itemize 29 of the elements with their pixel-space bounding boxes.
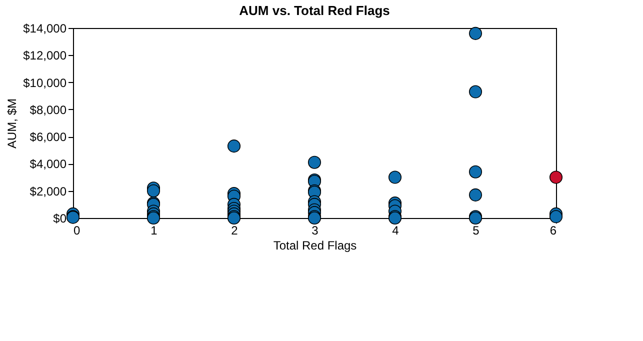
y-tick-label: $14,000 — [23, 22, 67, 36]
x-tick-label: 4 — [392, 224, 400, 238]
y-tick-label: $8,000 — [30, 102, 67, 117]
y-axis-title: AUM, $M — [5, 98, 20, 149]
point — [146, 184, 160, 198]
point — [468, 188, 482, 202]
point — [468, 85, 482, 98]
y-tick-label: $0 — [53, 212, 67, 226]
x-tick-label: 0 — [74, 224, 80, 238]
point — [66, 210, 80, 224]
x-axis-title: Total Red Flags — [273, 238, 357, 252]
y-tick-label: $10,000 — [23, 76, 67, 90]
point — [468, 165, 482, 178]
x-tick-label: 2 — [231, 224, 238, 238]
x-tick-label: 5 — [472, 224, 480, 238]
point — [388, 170, 402, 184]
chart-title: AUM vs. Total Red Flags — [239, 3, 390, 18]
y-tick-label: $2,000 — [30, 184, 67, 198]
point — [308, 156, 322, 169]
point — [468, 26, 482, 40]
y-tick-label: $6,000 — [30, 130, 67, 144]
y-tick-label: $12,000 — [23, 48, 67, 63]
x-tick-label: 1 — [150, 224, 158, 238]
point — [549, 170, 563, 184]
x-tick-label: 6 — [550, 224, 557, 238]
point — [549, 210, 563, 224]
x-tick-label: 3 — [312, 224, 319, 238]
point — [227, 140, 241, 153]
y-tick-label: $4,000 — [30, 157, 67, 172]
